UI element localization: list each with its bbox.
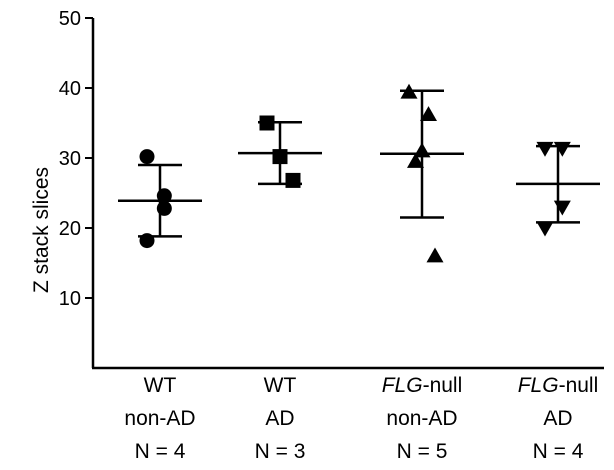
y-tick-label: 40 <box>59 78 81 100</box>
x-category-label: FLG-null <box>382 374 463 397</box>
x-category-label: N = 4 <box>533 440 584 463</box>
x-category-label-part: WT <box>144 374 177 397</box>
data-point <box>536 221 554 237</box>
data-point <box>420 106 437 121</box>
x-category-label: non-AD <box>386 407 457 430</box>
mean-sd-bars <box>118 89 600 238</box>
x-category-label-part: N = 4 <box>135 440 186 463</box>
y-tick-label: 20 <box>59 218 81 240</box>
x-category-label: FLG-null <box>518 374 599 397</box>
y-ticks: 10 20 30 40 50 <box>59 8 93 310</box>
data-point <box>553 141 571 157</box>
data-point <box>536 141 554 157</box>
x-category-label: WT <box>264 374 297 397</box>
axes <box>91 18 604 370</box>
x-category-label-part: N = 5 <box>397 440 448 463</box>
x-category-label: WT <box>144 374 177 397</box>
x-category-label-part: N = 4 <box>533 440 584 463</box>
data-marks <box>139 83 571 263</box>
data-point <box>407 153 424 168</box>
data-point <box>285 172 301 188</box>
data-point <box>553 200 571 216</box>
x-category-label-part: AD <box>265 407 294 430</box>
x-category-label-part: -null <box>423 374 463 397</box>
x-category-label-part: FLG <box>382 374 423 397</box>
x-category-label-part: non-AD <box>124 407 195 430</box>
x-category-label: non-AD <box>124 407 195 430</box>
x-category-label-part: N = 3 <box>255 440 306 463</box>
x-category-label: N = 3 <box>255 440 306 463</box>
x-category-label-part: AD <box>543 407 572 430</box>
x-category-label: AD <box>543 407 572 430</box>
x-category-label-part: WT <box>264 374 297 397</box>
x-category-label-part: -null <box>559 374 599 397</box>
y-tick-label: 50 <box>59 8 81 30</box>
x-category-label: N = 5 <box>397 440 448 463</box>
data-point <box>139 149 155 165</box>
y-tick-label: 30 <box>59 148 81 170</box>
x-category-label-part: FLG <box>518 374 559 397</box>
x-category-label-part: non-AD <box>386 407 457 430</box>
y-tick-label: 10 <box>59 288 81 310</box>
y-axis-label: Z stack slices <box>30 167 53 293</box>
data-point <box>426 247 444 263</box>
x-category-label: N = 4 <box>135 440 186 463</box>
x-category-label: AD <box>265 407 294 430</box>
